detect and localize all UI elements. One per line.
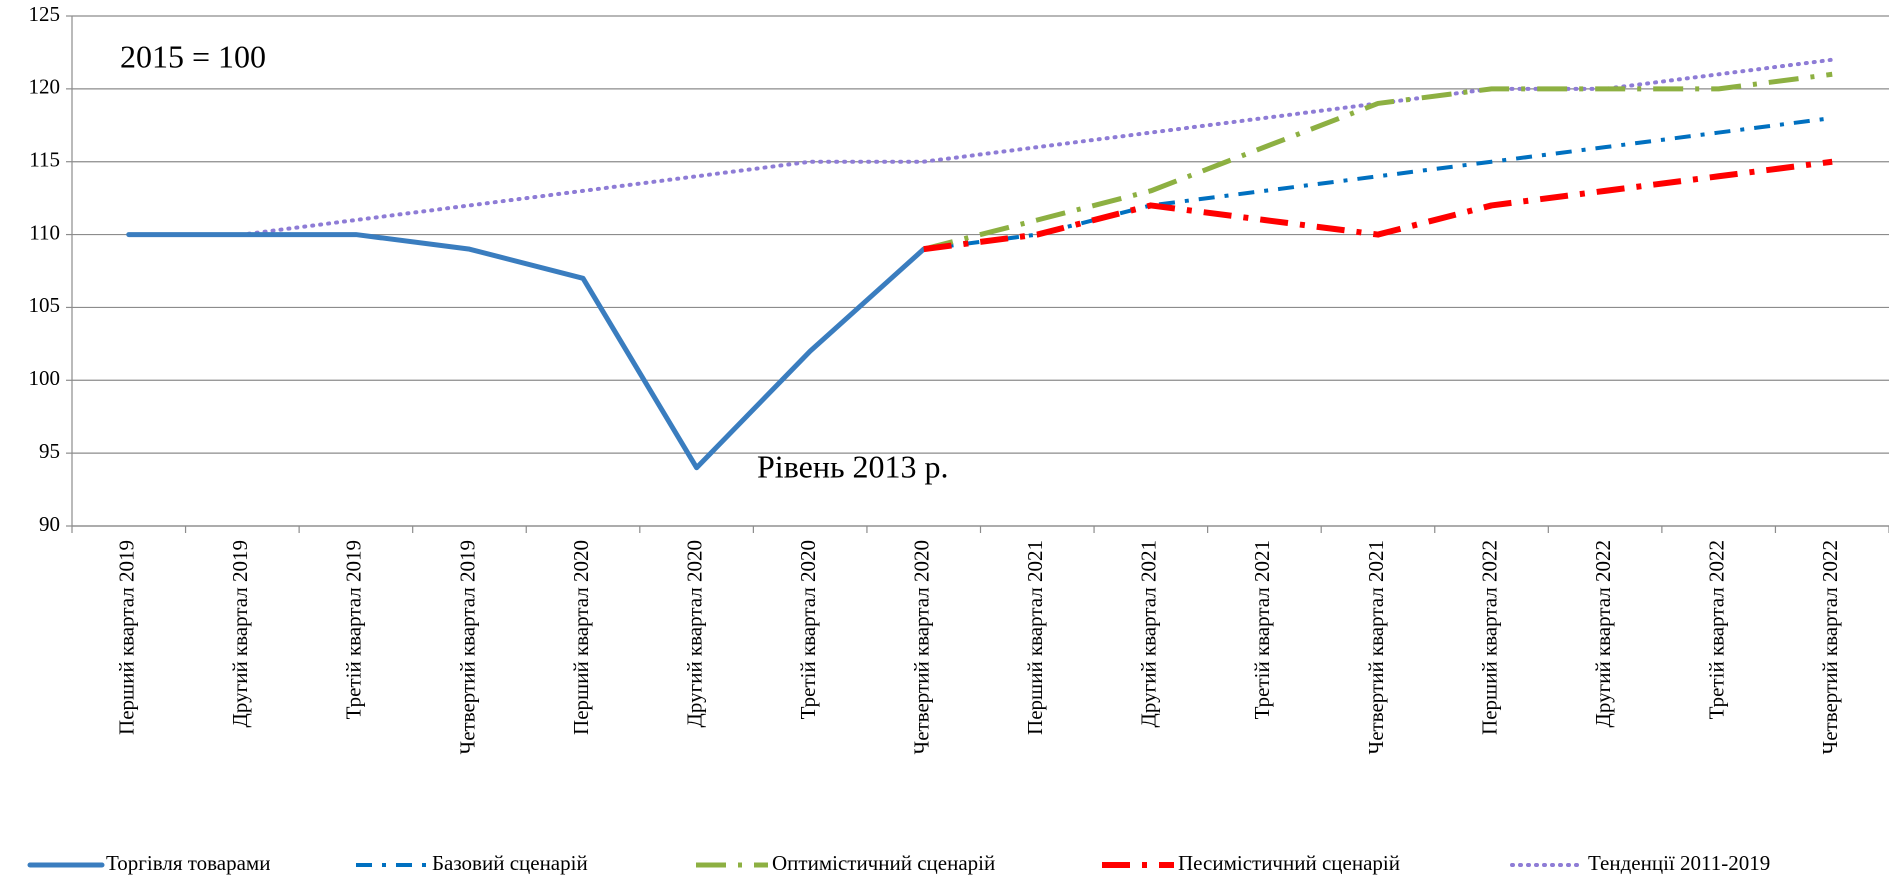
x-tick-label: Третій квартал 2019 [342,540,366,719]
y-tick-label: 120 [29,75,61,99]
y-tick-label: 100 [29,366,61,390]
x-tick-label: Четвертий квартал 2020 [910,540,934,754]
legend-label: Тенденції 2011-2019 [1588,851,1770,875]
x-tick-label: Перший квартал 2022 [1477,540,1501,735]
y-tick-label: 110 [29,220,60,244]
annotation: 2015 = 100 [120,38,266,74]
x-tick-label: Перший квартал 2020 [569,540,593,735]
legend-label: Базовий сценарій [432,851,588,875]
x-tick-label: Перший квартал 2021 [1023,540,1047,735]
legend-label: Песимістичний сценарій [1178,851,1400,875]
legend-label: Оптимістичний сценарій [772,851,995,875]
y-tick-label: 115 [29,148,60,172]
series-line [923,116,1833,252]
x-tick-label: Четвертий квартал 2019 [455,540,479,754]
y-tick-label: 95 [39,439,60,463]
x-tick-label: Другий квартал 2019 [228,540,252,727]
x-tick-label: Другий квартал 2020 [682,540,706,727]
x-tick-label: Четвертий квартал 2022 [1818,540,1842,754]
series-line [923,71,1833,252]
x-tick-label: Другий квартал 2021 [1137,540,1161,727]
series-line [126,232,927,471]
x-tick-label: Другий квартал 2022 [1591,540,1615,727]
y-tick-label: 125 [29,2,61,26]
series-line [126,57,1835,237]
y-tick-label: 105 [29,293,61,317]
x-tick-label: Третій квартал 2022 [1704,540,1728,719]
legend-label: Торгівля товарами [106,851,270,875]
x-tick-label: Третій квартал 2021 [1250,540,1274,719]
x-tick-label: Четвертий квартал 2021 [1364,540,1388,754]
series-line [923,158,1833,253]
x-tick-label: Третій квартал 2020 [796,540,820,719]
annotation: Рівень 2013 р. [757,448,949,484]
x-tick-label: Перший квартал 2019 [115,540,139,735]
y-tick-label: 90 [39,512,60,536]
